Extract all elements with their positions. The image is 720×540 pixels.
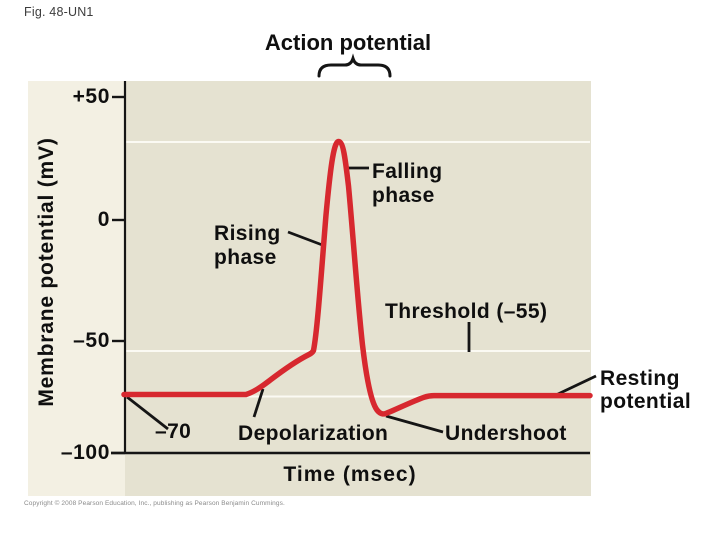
action-potential-curve [121,138,593,417]
annotation-rising-phase-line2: phase [214,246,277,269]
copyright-notice: Copyright © 2008 Pearson Education, Inc.… [24,500,285,507]
annotation-resting-potential: Resting potential [600,367,691,413]
y-axis-title: Membrane potential (mV) [35,137,58,407]
leader-rising-phase [287,230,326,248]
title-brace [317,53,392,78]
leader-depolarization [252,388,265,418]
y-tick-label-plus50: +50 [72,85,110,108]
annotation-resting-potential-line1: Resting [600,367,680,390]
annotation-threshold: Threshold (–55) [385,300,548,323]
x-axis-title: Time (msec) [283,463,417,486]
y-tick-label-minus50: –50 [73,329,110,352]
leader-minus70 [126,395,169,431]
annotation-rising-phase-line1: Rising [214,222,281,245]
annotation-rising-phase: Rising phase [214,222,281,270]
annotation-depolarization: Depolarization [238,422,389,445]
figure-number: Fig. 48-UN1 [24,5,94,19]
annotation-resting-potential-line2: potential [600,390,692,413]
annotation-undershoot: Undershoot [445,422,567,445]
annotation-minus70: –70 [155,420,192,443]
y-tick-label-0: 0 [97,208,110,231]
annotation-falling-phase-line2: phase [372,184,435,207]
leader-undershoot [385,414,444,434]
annotation-falling-phase: Falling phase [372,160,442,208]
leader-resting-potential [555,374,597,397]
y-tick-label-minus100: –100 [60,441,110,464]
annotation-falling-phase-line1: Falling [372,160,443,183]
chart-title: Action potential [264,30,432,55]
